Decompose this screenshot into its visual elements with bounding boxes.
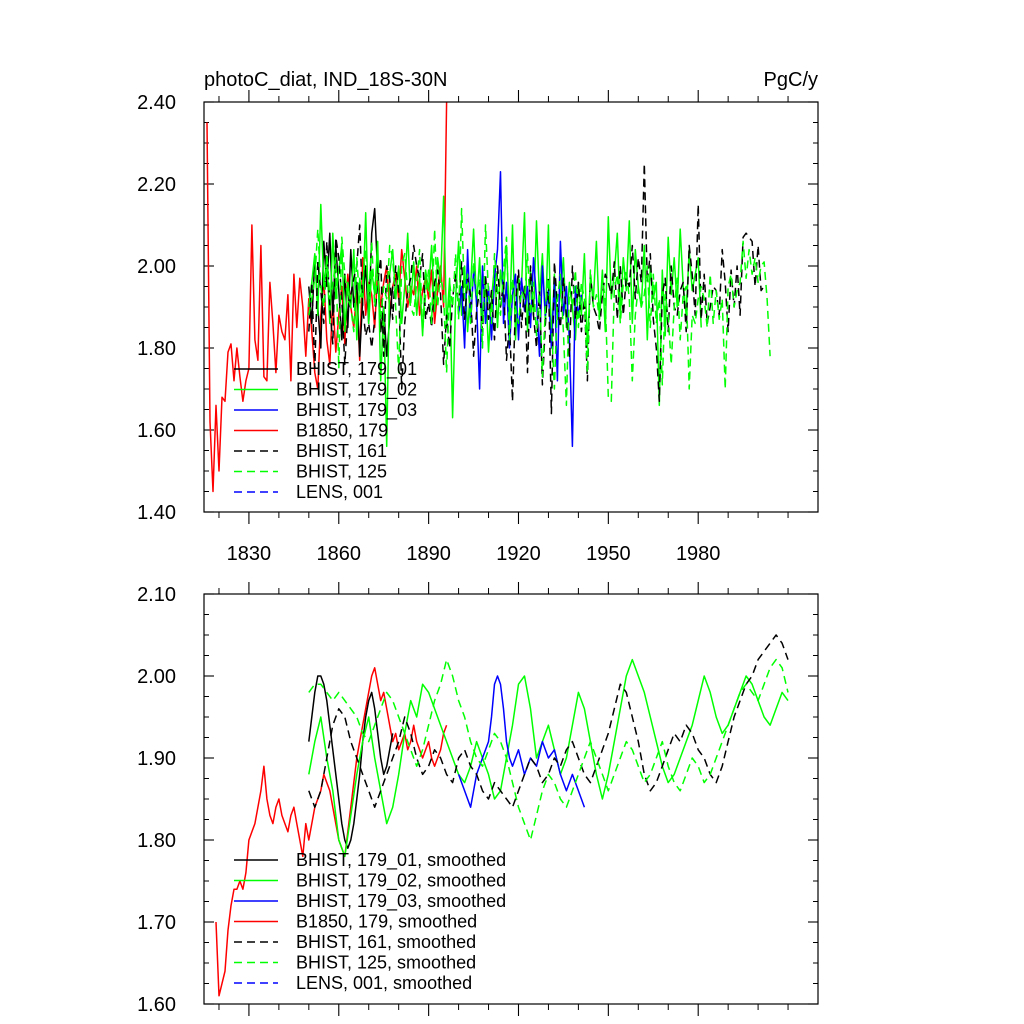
top-y-tick-label: 1.60 — [137, 420, 176, 442]
bottom-y-tick-label: 1.90 — [137, 748, 176, 770]
top-chart-title: photoC_diat, IND_18S-30N — [204, 69, 447, 91]
series-line-bhist-179-02-smoothed — [308, 658, 789, 858]
series-line-bhist-161-smoothed — [308, 634, 789, 808]
series-line-bhist-179-01-smoothed — [308, 675, 394, 849]
bottom-series-lines — [215, 634, 789, 997]
legend-label: BHIST, 125 — [296, 462, 387, 482]
top-plot-frame — [203, 101, 819, 513]
bottom-series-group — [215, 634, 789, 997]
series-line-bhist-125 — [308, 207, 771, 407]
legend-label: BHIST, 179_01 — [296, 359, 417, 380]
top-x-tick-label: 1830 — [227, 543, 272, 565]
legend-label: LENS, 001 — [296, 482, 383, 502]
top-x-tick-label: 1950 — [586, 543, 631, 565]
top-x-tick-label: 1890 — [406, 543, 451, 565]
legend-label: LENS, 001, smoothed — [296, 973, 472, 993]
top-series-group — [206, 102, 771, 493]
series-line-bhist-125-smoothed — [308, 658, 789, 841]
legend-label: BHIST, 179_03 — [296, 400, 417, 421]
bottom-y-tick-label: 2.00 — [137, 666, 176, 688]
bottom-y-tick-label: 1.70 — [137, 912, 176, 934]
legend-label: BHIST, 179_02, smoothed — [296, 871, 506, 892]
top-y-tick-label: 2.20 — [137, 174, 176, 196]
legend-label: BHIST, 179_03, smoothed — [296, 891, 506, 912]
top-panel: photoC_diat, IND_18S-30N PgC/y 1.401.601… — [137, 69, 819, 565]
top-x-tick-label: 1920 — [496, 543, 541, 565]
top-series-lines — [206, 102, 771, 493]
legend-label: BHIST, 161 — [296, 441, 387, 461]
top-x-tick-label: 1980 — [676, 543, 721, 565]
top-y-tick-label: 1.40 — [137, 502, 176, 524]
top-chart-units: PgC/y — [764, 69, 818, 91]
legend-label: B1850, 179, smoothed — [296, 912, 477, 932]
top-y-tick-label: 2.40 — [137, 92, 176, 114]
top-y-tick-label: 1.80 — [137, 338, 176, 360]
top-x-axis-labels: 1830 1860 1890 1920 1950 1980 — [227, 543, 721, 565]
bottom-plot-frame — [203, 593, 819, 1005]
legend-label: BHIST, 179_01, smoothed — [296, 850, 506, 871]
legend-label: BHIST, 161, smoothed — [296, 932, 476, 952]
bottom-panel: 1.60 1.70 1.80 1.90 2.00 2.10 BHIST, 179_01, … — [137, 582, 819, 1016]
top-y-tick-label: 2.00 — [137, 256, 176, 278]
bottom-y-axis-labels: 1.60 1.70 1.80 1.90 2.00 2.10 — [137, 584, 176, 1016]
series-line-bhist-179-03-smoothed — [457, 675, 586, 808]
legend-label: BHIST, 179_02 — [296, 380, 417, 401]
bottom-y-tick-label: 1.60 — [137, 994, 176, 1016]
bottom-y-tick-label: 2.10 — [137, 584, 176, 606]
series-line-b1850-179-smoothed — [215, 667, 448, 997]
bottom-y-tick-label: 1.80 — [137, 830, 176, 852]
top-x-tick-label: 1860 — [317, 543, 362, 565]
legend-label: BHIST, 125, smoothed — [296, 953, 476, 973]
top-y-axis-labels: 1.40 1.60 1.80 2.00 2.20 2.40 — [137, 92, 176, 524]
series-line-bhist-179-02 — [308, 195, 702, 448]
legend-label: B1850, 179 — [296, 421, 388, 441]
